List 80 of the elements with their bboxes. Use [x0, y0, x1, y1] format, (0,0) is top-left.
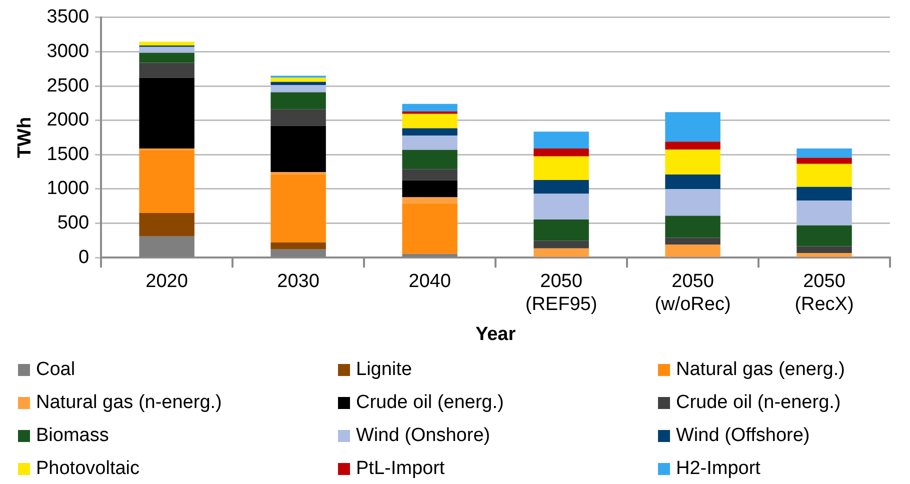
x-tick-label: 2040	[408, 271, 451, 292]
bar	[796, 225, 852, 246]
legend-label: H2-Import	[676, 458, 760, 480]
bar	[534, 132, 589, 148]
bar	[270, 109, 326, 126]
bar	[665, 112, 720, 142]
bar	[402, 150, 458, 170]
x-tick-label: 2050 (REF95)	[525, 271, 598, 316]
bar	[270, 249, 326, 257]
bar	[534, 180, 589, 194]
bar	[402, 197, 458, 204]
legend-label: Wind (Onshore)	[356, 424, 490, 446]
bar	[402, 169, 458, 180]
bar	[534, 220, 589, 241]
bar	[665, 150, 720, 175]
bar	[665, 142, 720, 150]
bar	[402, 128, 458, 136]
x-tick-label: 2050 (RecX)	[794, 271, 854, 316]
legend-label: Crude oil (energ.)	[356, 392, 504, 414]
bar	[270, 126, 326, 172]
bar	[665, 238, 720, 245]
bar	[270, 82, 326, 85]
bar	[139, 52, 194, 63]
bar	[534, 148, 589, 156]
bar	[139, 62, 194, 78]
bar	[534, 248, 589, 257]
legend-label: Natural gas (n-energ.)	[36, 392, 222, 414]
x-tick-label: 2030	[277, 271, 320, 292]
bar	[402, 254, 458, 257]
legend-label: Natural gas (energ.)	[676, 358, 845, 380]
bar	[139, 42, 194, 46]
legend-label: Crude oil (n-energ.)	[676, 392, 841, 414]
bar	[665, 188, 720, 216]
bar	[139, 78, 194, 148]
y-tick-label: 1000	[46, 178, 90, 200]
legend-label: PtL-Import	[356, 458, 445, 480]
bar	[534, 156, 589, 180]
bar	[402, 114, 458, 128]
bar	[796, 253, 852, 257]
bar	[402, 104, 458, 112]
bar	[270, 85, 326, 92]
bar	[139, 46, 194, 53]
bar	[139, 212, 194, 236]
y-tick-label: 3000	[46, 40, 90, 62]
legend-label: Wind (Offshore)	[676, 424, 810, 446]
bar	[402, 135, 458, 150]
legend-label: Coal	[36, 358, 76, 380]
y-tick-label: 500	[57, 212, 90, 234]
bar	[665, 216, 720, 238]
bar	[796, 158, 852, 164]
bar	[796, 164, 852, 187]
bar	[402, 180, 458, 198]
bar	[534, 240, 589, 248]
bar	[402, 203, 458, 254]
y-tick-label: 3500	[46, 6, 90, 28]
legend-label: Photovoltaic	[36, 458, 140, 480]
bar	[139, 150, 194, 213]
bar	[665, 174, 720, 189]
bar	[270, 92, 326, 110]
legend-label: Lignite	[356, 358, 412, 380]
bar	[796, 186, 852, 201]
bar	[270, 78, 326, 82]
y-tick-label: 2500	[46, 75, 90, 96]
bar	[665, 244, 720, 257]
bar	[796, 148, 852, 158]
bar	[796, 200, 852, 226]
bar	[402, 111, 458, 114]
x-tick-label: 2050 (w/oRec)	[654, 271, 731, 316]
y-tick-label: 1500	[46, 144, 90, 165]
bar	[270, 174, 326, 242]
x-axis-title: Year	[475, 324, 516, 345]
legend-label: Biomass	[36, 424, 109, 446]
y-tick-label: 0	[78, 246, 90, 268]
bar	[270, 242, 326, 250]
bar	[534, 194, 589, 220]
bar	[139, 236, 194, 257]
y-axis-title: TWh	[14, 116, 36, 158]
y-tick-label: 2000	[46, 110, 90, 131]
bar	[796, 246, 852, 254]
x-tick-label: 2020	[146, 271, 188, 292]
